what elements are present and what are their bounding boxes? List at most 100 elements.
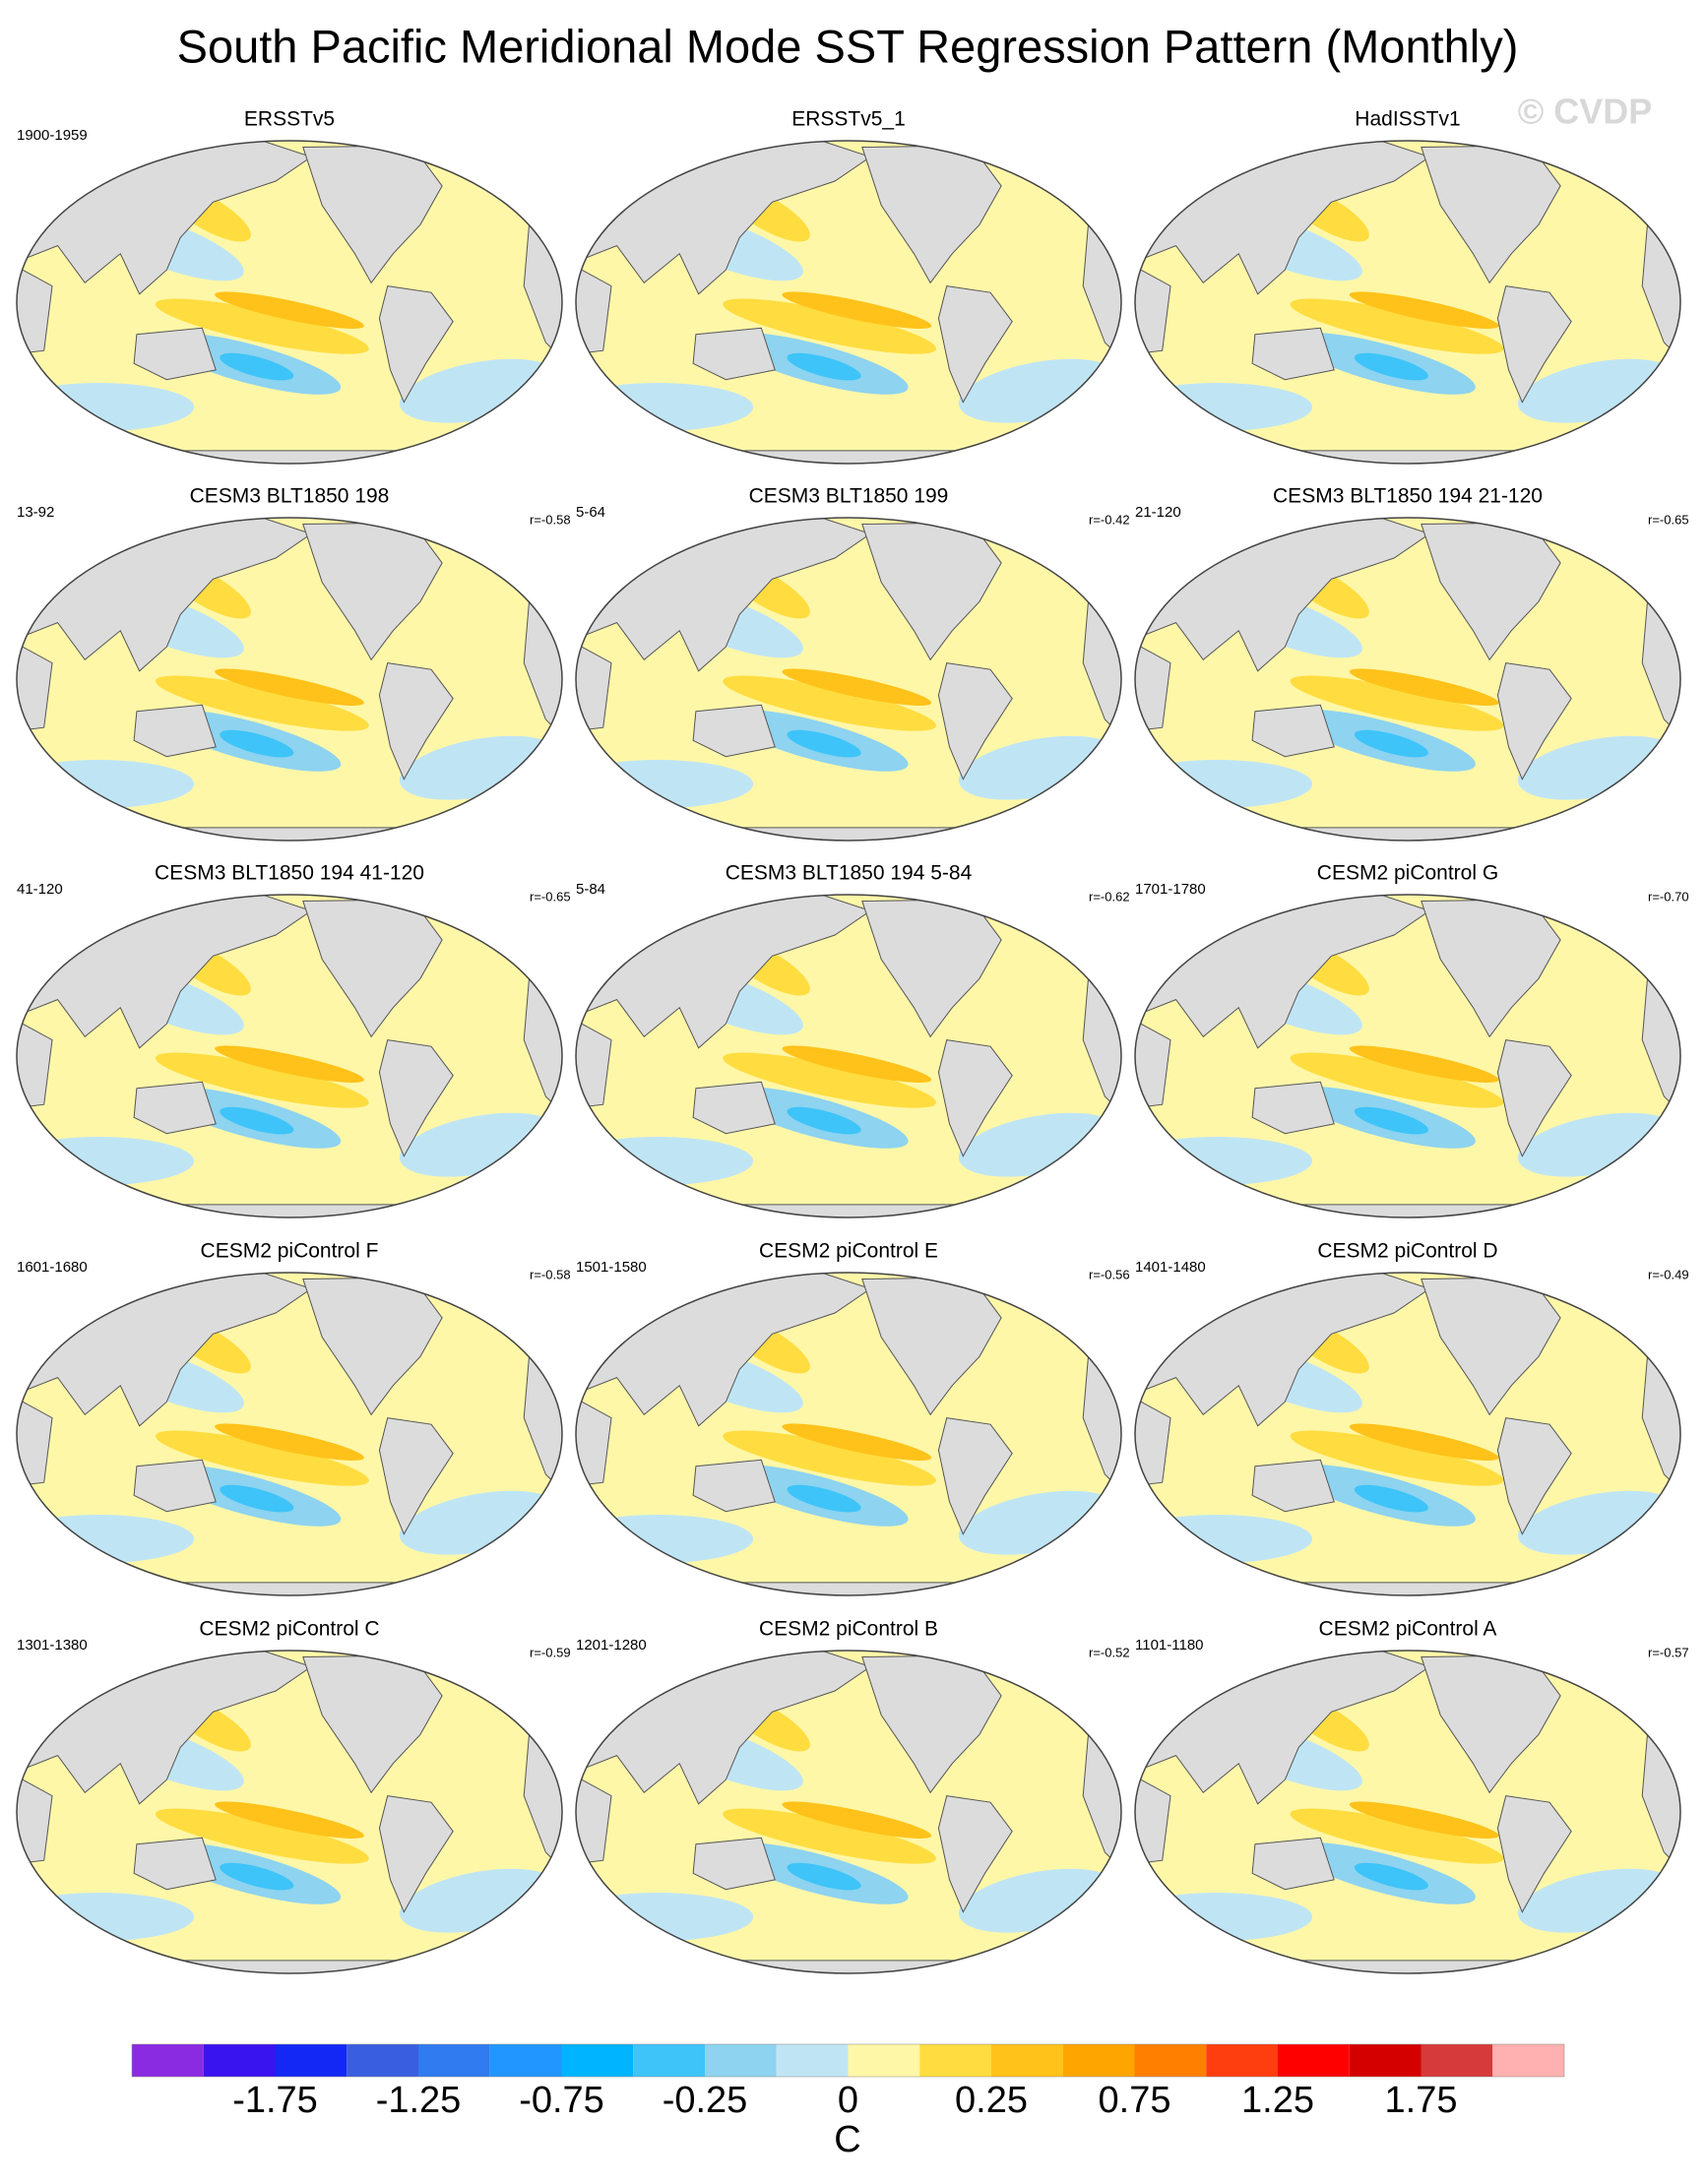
map-border (16, 1272, 563, 1596)
land (1135, 1204, 1680, 1217)
map-border (1134, 1272, 1681, 1596)
correlation-label: r=-0.49 (1648, 1267, 1689, 1281)
land (1251, 1459, 1335, 1513)
land (576, 1020, 612, 1109)
map-field (17, 141, 562, 464)
map-panel: CESM3 BLT1850 198 13-92 r=-0.58 (16, 485, 571, 842)
map-panel: CESM3 BLT1850 194 21-120 21-120 r=-0.65 (1134, 485, 1689, 842)
sst-anomaly (787, 1862, 861, 1891)
land (692, 327, 776, 381)
sst-anomaly (220, 352, 294, 381)
map-panel: CESM3 BLT1850 194 5-84 5-84 r=-0.62 (575, 862, 1130, 1218)
land (1251, 327, 1335, 381)
sst-anomaly (576, 1893, 754, 1942)
land (1496, 1795, 1572, 1913)
colorbar-box (991, 2044, 1063, 2077)
map-field (17, 518, 562, 841)
land (1496, 662, 1572, 780)
land (576, 1398, 612, 1487)
sst-anomaly (576, 760, 754, 809)
map-field (576, 1651, 1121, 1973)
panel-title: CESM3 BLT1850 199 (749, 485, 949, 508)
land (576, 1960, 1121, 1973)
map-panel: ERSSTv5_1 (575, 108, 1122, 465)
sst-anomaly (1349, 291, 1499, 329)
colorbar-box (848, 2044, 920, 2077)
panel-title: CESM2 piControl A (1319, 1618, 1497, 1641)
period-label: 1601-1680 (17, 1259, 88, 1276)
map-field (576, 518, 1121, 841)
map-panel: CESM2 piControl G 1701-1780 r=-0.70 (1134, 862, 1689, 1218)
correlation-label: r=-0.42 (1089, 512, 1130, 527)
colorbar-box (633, 2044, 705, 2077)
sst-anomaly (215, 1045, 364, 1083)
map-panel: HadISSTv1 (1134, 108, 1681, 465)
colorbar-box (919, 2044, 991, 2077)
map-border (575, 517, 1122, 842)
map-border (16, 140, 563, 465)
panel-title: CESM2 piControl B (759, 1618, 938, 1641)
land (937, 662, 1013, 780)
correlation-label: r=-0.65 (1648, 512, 1689, 527)
sst-anomaly (782, 668, 932, 706)
colorbar-box (1492, 2044, 1564, 2077)
panel-title: CESM3 BLT1850 194 41-120 (155, 862, 424, 885)
land (1135, 1960, 1680, 1973)
map-field (576, 895, 1121, 1217)
map-panel: CESM3 BLT1850 194 41-120 41-120 r=-0.65 (16, 862, 571, 1218)
sst-anomaly (1135, 760, 1313, 809)
map-field (1135, 1651, 1680, 1973)
sst-anomaly (782, 1045, 932, 1083)
period-label: 21-120 (1135, 504, 1181, 521)
panel-title: CESM2 piControl E (759, 1240, 938, 1263)
land (1135, 1582, 1680, 1595)
colorbar-label: -0.25 (663, 2080, 748, 2121)
period-label: 5-64 (576, 504, 605, 521)
map-border (1134, 894, 1681, 1218)
sst-anomaly (215, 1801, 364, 1839)
sst-anomaly (17, 760, 195, 809)
land (1251, 1081, 1335, 1135)
correlation-label: r=-0.56 (1089, 1267, 1130, 1281)
sst-anomaly (1290, 675, 1504, 731)
period-label: 1201-1280 (576, 1637, 647, 1654)
sst-anomaly (220, 1484, 294, 1513)
land (576, 266, 612, 355)
panel-title: ERSSTv5_1 (791, 108, 906, 131)
land (937, 285, 1013, 404)
land (1251, 1837, 1335, 1891)
sst-anomaly (215, 1423, 364, 1461)
land (1135, 643, 1171, 732)
land (576, 450, 1121, 464)
map-field (576, 141, 1121, 464)
map-border (1134, 517, 1681, 842)
land (17, 1020, 53, 1109)
sst-anomaly (155, 1808, 369, 1864)
land (937, 1039, 1013, 1157)
land (1135, 827, 1680, 841)
sst-anomaly (1290, 1430, 1504, 1486)
sst-anomaly (576, 1137, 754, 1186)
map-panel: CESM2 piControl F 1601-1680 r=-0.58 (16, 1240, 571, 1596)
land (17, 1204, 562, 1217)
correlation-label: r=-0.62 (1089, 889, 1130, 904)
land (133, 1459, 217, 1513)
map-panel: CESM2 piControl D 1401-1480 r=-0.49 (1134, 1240, 1689, 1596)
sst-anomaly (1290, 1808, 1504, 1864)
map-field (17, 1273, 562, 1595)
sst-anomaly (155, 1430, 369, 1486)
correlation-label: r=-0.65 (530, 889, 571, 904)
colorbar-box (1421, 2044, 1493, 2077)
colorbar-box (132, 2044, 204, 2077)
colorbar-box (1062, 2044, 1135, 2077)
sst-anomaly (1135, 1893, 1313, 1942)
land (17, 1582, 562, 1595)
sst-anomaly (1135, 1137, 1313, 1186)
sst-anomaly (17, 1137, 195, 1186)
colorbar-box (347, 2044, 418, 2077)
sst-anomaly (220, 1862, 294, 1891)
map-panel: CESM2 piControl C 1301-1380 r=-0.59 (16, 1618, 571, 1974)
sst-anomaly (723, 675, 937, 731)
map-border (16, 894, 563, 1218)
sst-anomaly (1354, 1862, 1428, 1891)
